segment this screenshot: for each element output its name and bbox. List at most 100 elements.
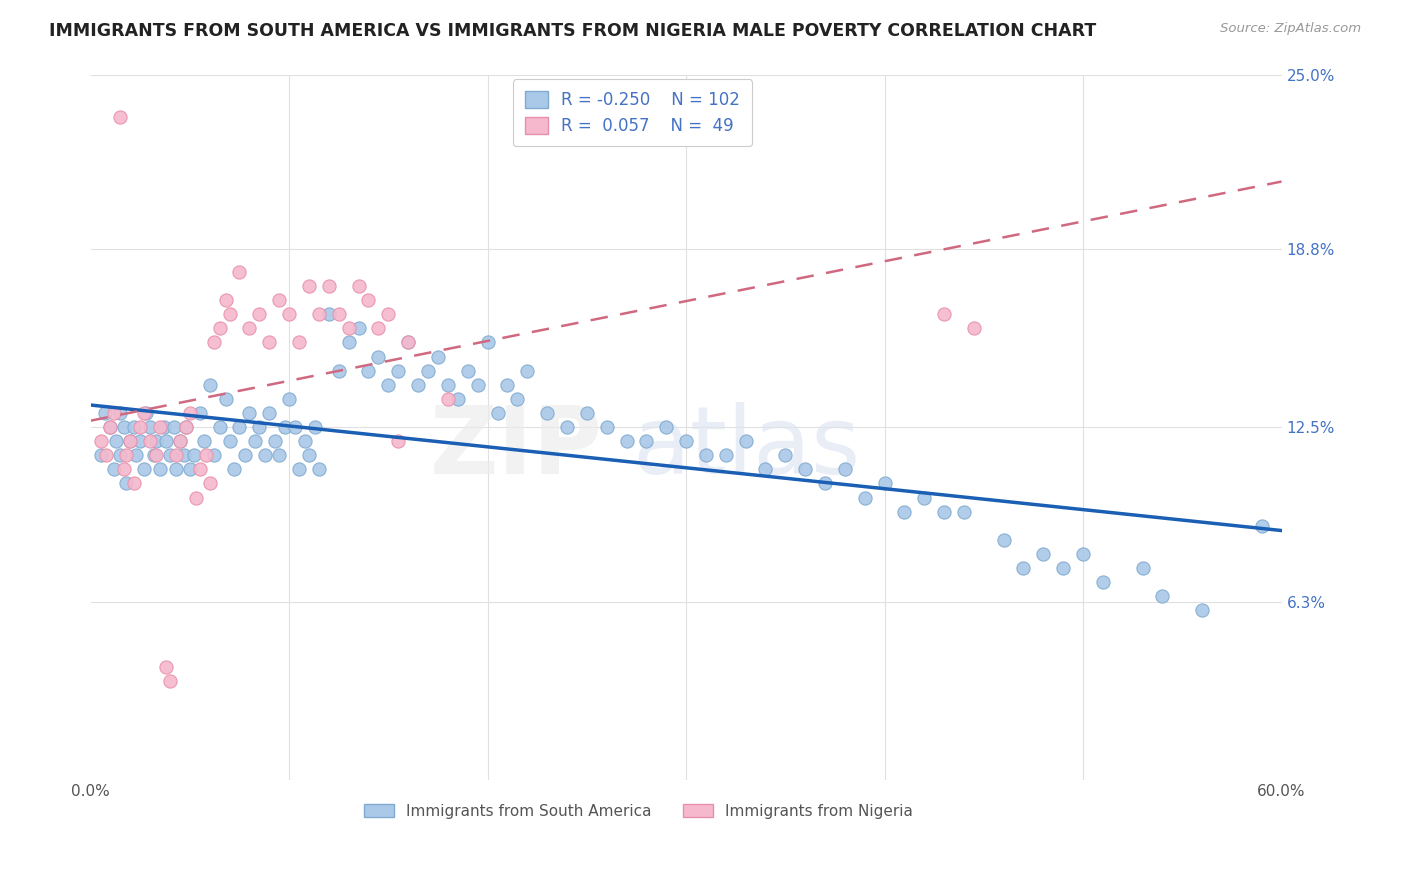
Point	[1012, 561, 1035, 575]
Point	[125, 448, 148, 462]
Point	[183, 448, 205, 462]
Point	[155, 434, 177, 449]
Point	[103, 406, 125, 420]
Point	[406, 377, 429, 392]
Point	[198, 377, 221, 392]
Point	[467, 377, 489, 392]
Point	[129, 434, 152, 449]
Point	[655, 420, 678, 434]
Point	[173, 448, 195, 462]
Point	[90, 448, 112, 462]
Point	[110, 448, 132, 462]
Point	[235, 448, 257, 462]
Point	[214, 392, 236, 406]
Point	[120, 434, 142, 449]
Point	[169, 434, 191, 449]
Point	[174, 420, 197, 434]
Point	[143, 448, 166, 462]
Point	[1132, 561, 1154, 575]
Point	[496, 377, 519, 392]
Point	[912, 491, 935, 505]
Point	[457, 364, 479, 378]
Point	[238, 321, 260, 335]
Point	[834, 462, 856, 476]
Point	[675, 434, 697, 449]
Point	[139, 420, 162, 434]
Point	[278, 307, 301, 321]
Point	[153, 420, 176, 434]
Point	[259, 406, 281, 420]
Point	[396, 335, 419, 350]
Point	[129, 420, 152, 434]
Point	[202, 448, 225, 462]
Legend: Immigrants from South America, Immigrants from Nigeria: Immigrants from South America, Immigrant…	[357, 797, 920, 825]
Point	[387, 434, 409, 449]
Point	[873, 476, 896, 491]
Point	[288, 462, 311, 476]
Point	[993, 533, 1015, 547]
Point	[145, 434, 167, 449]
Point	[893, 505, 915, 519]
Point	[174, 420, 197, 434]
Point	[357, 293, 380, 307]
Point	[794, 462, 817, 476]
Point	[426, 350, 449, 364]
Point	[194, 448, 217, 462]
Point	[308, 462, 330, 476]
Point	[269, 448, 291, 462]
Point	[110, 110, 132, 124]
Point	[274, 420, 297, 434]
Point	[367, 350, 389, 364]
Point	[1071, 547, 1094, 561]
Point	[134, 406, 156, 420]
Point	[159, 448, 181, 462]
Point	[486, 406, 509, 420]
Point	[284, 420, 307, 434]
Point	[1191, 603, 1213, 617]
Point	[377, 377, 399, 392]
Point	[477, 335, 499, 350]
Point	[1152, 589, 1174, 603]
Point	[179, 462, 201, 476]
Point	[1052, 561, 1074, 575]
Point	[775, 448, 797, 462]
Point	[100, 420, 122, 434]
Point	[932, 307, 955, 321]
Point	[328, 307, 350, 321]
Point	[103, 462, 125, 476]
Point	[245, 434, 267, 449]
Point	[139, 434, 162, 449]
Point	[228, 420, 250, 434]
Point	[188, 462, 211, 476]
Point	[853, 491, 876, 505]
Point	[387, 364, 409, 378]
Point	[208, 321, 231, 335]
Point	[214, 293, 236, 307]
Point	[247, 420, 270, 434]
Point	[163, 420, 186, 434]
Point	[754, 462, 776, 476]
Text: IMMIGRANTS FROM SOUTH AMERICA VS IMMIGRANTS FROM NIGERIA MALE POVERTY CORRELATIO: IMMIGRANTS FROM SOUTH AMERICA VS IMMIGRA…	[49, 22, 1097, 40]
Point	[814, 476, 837, 491]
Point	[93, 406, 115, 420]
Point	[318, 279, 340, 293]
Point	[202, 335, 225, 350]
Point	[179, 406, 201, 420]
Point	[115, 476, 138, 491]
Point	[124, 476, 146, 491]
Point	[367, 321, 389, 335]
Point	[437, 392, 460, 406]
Point	[112, 420, 135, 434]
Point	[318, 307, 340, 321]
Point	[347, 321, 370, 335]
Point	[298, 448, 321, 462]
Point	[575, 406, 598, 420]
Point	[288, 335, 311, 350]
Point	[1250, 518, 1272, 533]
Point	[506, 392, 529, 406]
Point	[734, 434, 756, 449]
Point	[165, 448, 187, 462]
Point	[155, 660, 177, 674]
Text: ZIP: ZIP	[430, 402, 603, 494]
Point	[188, 406, 211, 420]
